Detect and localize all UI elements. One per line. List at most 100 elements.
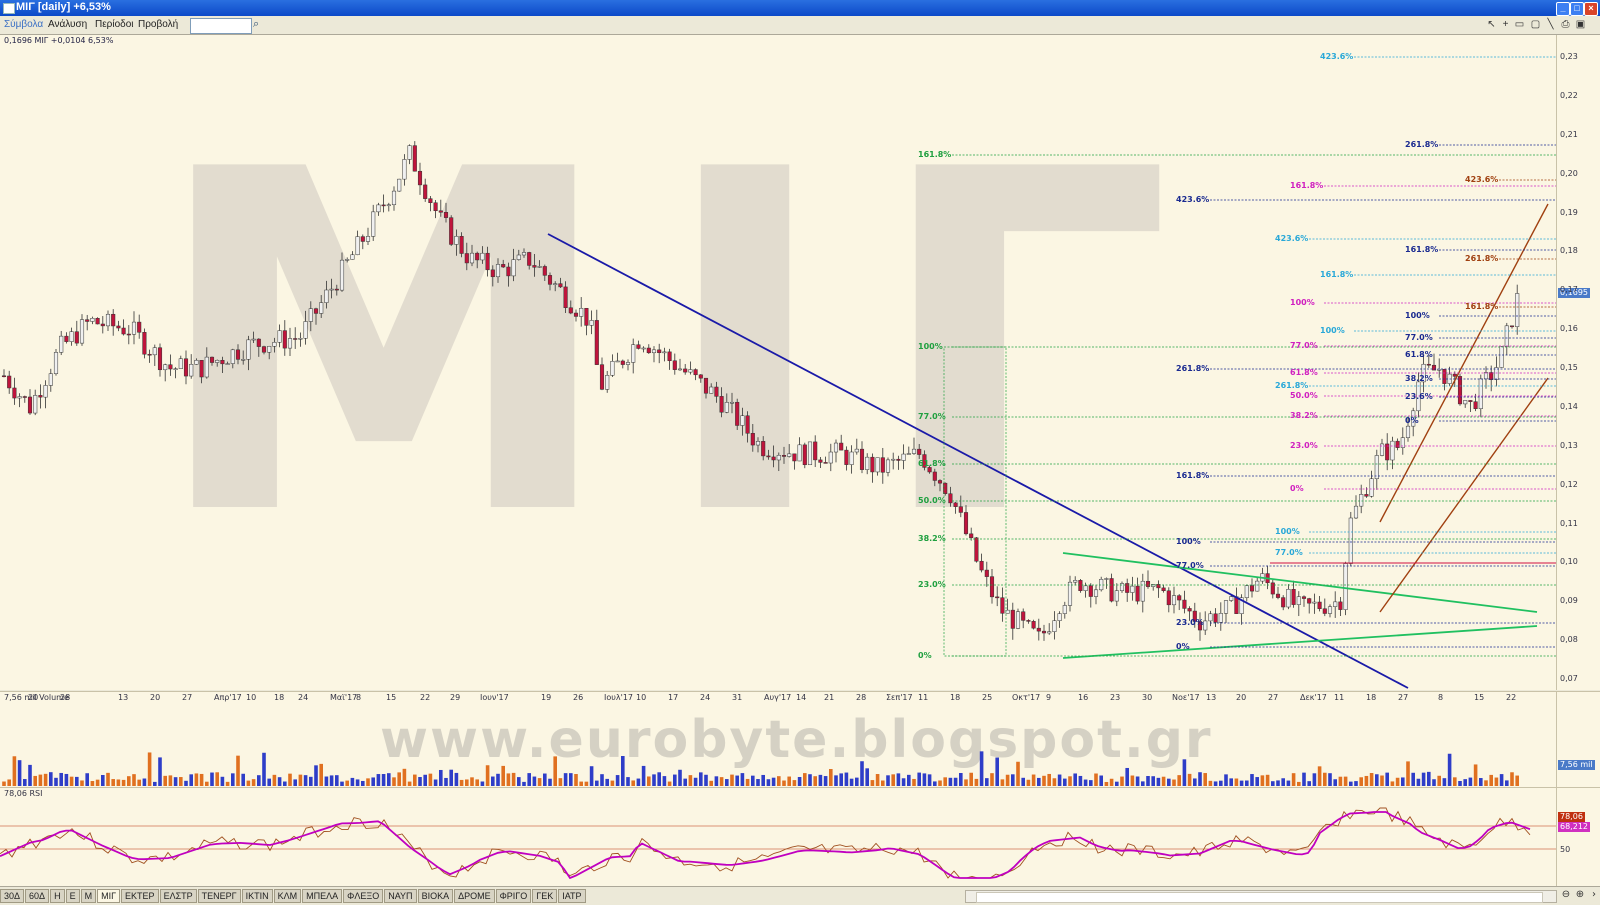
tab-symbol[interactable]: ΚΛΜ xyxy=(273,889,302,903)
candle xyxy=(932,471,937,481)
candle xyxy=(563,286,568,308)
candle xyxy=(475,252,480,261)
tab-symbol[interactable]: ΜΙΓ xyxy=(97,889,121,903)
search-icon[interactable]: ⌕ xyxy=(253,18,260,30)
candle xyxy=(1395,440,1400,448)
candle xyxy=(345,259,350,261)
volume-bar xyxy=(1213,781,1218,786)
print-icon[interactable]: ⎙ xyxy=(1561,19,1570,30)
tab-symbol[interactable]: ΙΑΤΡ xyxy=(558,889,586,903)
candle xyxy=(1379,443,1385,456)
x-tick-label: 22 xyxy=(420,693,431,702)
zoom-box-icon[interactable]: ▭ xyxy=(1514,19,1525,30)
fib-level-label: 423.6% xyxy=(1275,234,1309,243)
window-titlebar: ΜΙΓ [daily] +6,53% _ □ × xyxy=(0,0,1600,16)
candle xyxy=(189,364,194,377)
crosshair-icon[interactable]: + xyxy=(1502,19,1509,30)
scroll-end-icon[interactable]: › xyxy=(1592,889,1596,900)
x-tick-label: Ιουν'17 xyxy=(480,693,509,702)
y-tick-label: 0,17 xyxy=(1560,285,1578,295)
volume-bar xyxy=(844,772,849,786)
rsi-tag: 78,06 xyxy=(1558,812,1585,822)
tab-symbol[interactable]: ΝΑΥΠ xyxy=(384,889,417,903)
volume-bar xyxy=(1349,781,1353,786)
tab-period[interactable]: 60Δ xyxy=(25,889,50,903)
volume-bar xyxy=(1406,761,1410,786)
volume-bar xyxy=(1094,773,1098,786)
symbol-search-input[interactable] xyxy=(190,18,252,34)
tab-period[interactable]: Η xyxy=(50,889,65,903)
tab-symbol[interactable]: ΓΕΚ xyxy=(532,889,558,903)
fib-level-label: 100% xyxy=(1405,311,1430,320)
minimize-icon[interactable]: _ xyxy=(1556,2,1570,16)
x-tick-label: 11 xyxy=(1334,693,1345,702)
price-pane[interactable] xyxy=(0,35,1556,690)
tab-symbol[interactable]: ΦΛΕΞΟ xyxy=(343,889,384,903)
candle xyxy=(906,453,911,455)
tab-symbol[interactable]: ΙΚΤΙΝ xyxy=(241,889,273,903)
tab-symbol[interactable]: ΤΕΝΕΡΓ xyxy=(197,889,241,903)
scrollbar-thumb[interactable] xyxy=(976,892,1543,903)
volume-bar xyxy=(574,774,578,786)
volume-bar xyxy=(1120,776,1124,786)
cursor-icon[interactable]: ↖ xyxy=(1487,19,1496,30)
volume-bar xyxy=(1458,780,1462,786)
menu-periods[interactable]: Περίοδοι xyxy=(95,19,134,30)
horizontal-scrollbar[interactable] xyxy=(965,890,1557,903)
volume-bar xyxy=(792,780,797,786)
fib-level-label: 23.0% xyxy=(1290,441,1318,450)
volume-bar xyxy=(621,756,625,786)
volume-bar xyxy=(699,772,703,786)
candle xyxy=(391,190,397,206)
x-tick-label: 18 xyxy=(1366,693,1377,702)
volume-bar xyxy=(215,772,219,786)
volume-bar xyxy=(1343,776,1348,786)
volume-bar xyxy=(1281,778,1285,786)
tab-symbol[interactable]: ΕΛΣΤΡ xyxy=(159,889,197,903)
volume-bar xyxy=(1411,772,1415,786)
volume-bar xyxy=(1416,778,1421,786)
price-axis[interactable] xyxy=(1556,35,1600,690)
fib-level-label: 61.8% xyxy=(1290,368,1318,377)
candle xyxy=(1182,599,1187,609)
volume-bar xyxy=(725,779,729,786)
tab-symbol[interactable]: ΜΠΕΛΑ xyxy=(302,889,343,903)
zoom-out-icon[interactable]: ⊖ xyxy=(1561,889,1571,900)
downtrend-line xyxy=(547,233,1409,689)
candle xyxy=(1385,443,1390,461)
candle xyxy=(469,252,475,264)
tab-period[interactable]: Μ xyxy=(80,889,97,903)
menu-symbols[interactable]: Σύμβολα xyxy=(4,19,44,30)
volume-bar xyxy=(1229,778,1233,786)
tab-symbol[interactable]: ΔΡΟΜΕ xyxy=(454,889,495,903)
volume-bar xyxy=(610,780,615,786)
tab-period[interactable]: 30Δ xyxy=(0,889,25,903)
menu-analysis[interactable]: Ανάλυση xyxy=(48,19,88,30)
volume-bar xyxy=(569,773,573,786)
volume-bar xyxy=(179,777,183,786)
volume-bar xyxy=(397,772,401,786)
window-icon[interactable]: ▢ xyxy=(1530,19,1541,30)
tab-symbol[interactable]: ΦΡΙΓΟ xyxy=(495,889,532,903)
candle xyxy=(677,368,683,371)
save-icon[interactable]: ▣ xyxy=(1575,19,1586,30)
volume-bar xyxy=(636,778,641,786)
menu-view[interactable]: Προβολή xyxy=(138,19,179,30)
volume-pane[interactable] xyxy=(0,691,1556,787)
volume-bar xyxy=(1489,774,1493,786)
maximize-icon[interactable]: □ xyxy=(1570,2,1584,16)
tab-period[interactable]: Ε xyxy=(65,889,80,903)
zoom-in-icon[interactable]: ⊕ xyxy=(1575,889,1585,900)
rsi-pane[interactable] xyxy=(0,787,1556,886)
volume-bar xyxy=(184,780,188,786)
close-icon[interactable]: × xyxy=(1584,2,1598,16)
tab-symbol[interactable]: ΒΙΟΚΑ xyxy=(417,889,454,903)
tab-symbol[interactable]: ΕΚΤΕΡ xyxy=(121,889,159,903)
candle xyxy=(105,313,111,327)
volume-bar xyxy=(402,768,407,786)
volume-bar xyxy=(28,764,32,786)
candle xyxy=(287,338,293,349)
fib-level-label: 77.0% xyxy=(918,412,946,421)
line-tool-icon[interactable]: ╲ xyxy=(1547,19,1554,30)
